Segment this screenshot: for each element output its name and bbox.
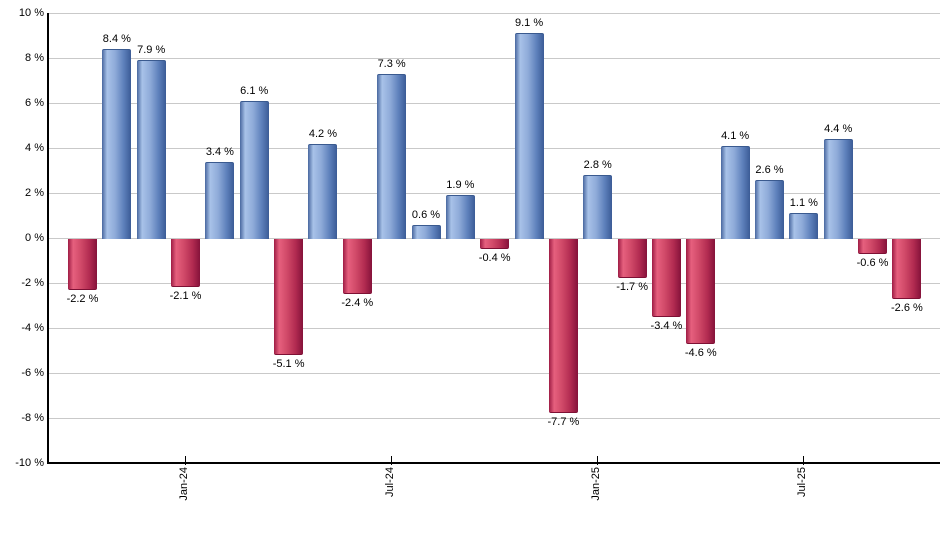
bar-month-2-positive[interactable] (136, 60, 166, 239)
bar-month-15-positive[interactable] (583, 175, 613, 239)
bar-month-8-negative[interactable] (342, 239, 372, 294)
bar-value-label: 3.4 % (205, 145, 234, 158)
gridline-y-2 (49, 193, 940, 194)
bar-value-label: -0.4 % (478, 252, 511, 264)
bar-month-17-negative[interactable] (651, 239, 681, 317)
gridline-y-6 (49, 103, 940, 104)
x-axis-tick (803, 456, 805, 465)
bar-value-label: 7.9 % (137, 44, 166, 57)
bar-month-5-positive[interactable] (239, 100, 269, 239)
bar-month-22-positive[interactable] (823, 139, 853, 239)
bar-month-24-negative[interactable] (892, 239, 922, 299)
gridline-y-4 (49, 148, 940, 149)
x-axis-tick (597, 456, 599, 465)
bar-month-3-negative[interactable] (171, 239, 201, 288)
bar-month-13-positive[interactable] (514, 33, 544, 239)
x-axis-tick-label: Jan-25 (590, 467, 603, 501)
x-axis-tick-label: Jan-24 (178, 467, 191, 501)
y-axis-tick-label: -6 % (21, 367, 44, 379)
bar-value-label: -2.2 % (66, 292, 99, 305)
y-axis-tick-label: 10 % (18, 7, 44, 19)
bar-value-label: 6.1 % (240, 84, 269, 97)
bar-month-16-negative[interactable] (617, 239, 647, 279)
bar-month-0-negative[interactable] (68, 239, 97, 290)
bar-value-label: 8.4 % (102, 33, 131, 45)
y-axis-tick-label: 2 % (25, 187, 44, 199)
y-axis-tick-label: 8 % (25, 52, 44, 64)
y-axis-tick-label: -8 % (21, 412, 44, 424)
y-axis-tick-label: -2 % (21, 277, 44, 289)
gridline-y--6 (49, 373, 940, 374)
gridline-y-8 (49, 58, 940, 59)
bar-value-label: 9.1 % (514, 17, 544, 30)
bar-value-label: 1.1 % (789, 197, 818, 210)
bar-value-label: -4.6 % (684, 346, 717, 359)
bar-month-10-positive[interactable] (411, 224, 441, 239)
bar-month-23-negative[interactable] (858, 239, 888, 254)
bar-value-label: 2.8 % (583, 159, 612, 171)
y-axis-tick-label: 0 % (25, 232, 44, 244)
bar-month-12-negative[interactable] (480, 239, 510, 249)
gridline-y--4 (49, 328, 940, 329)
bar-month-14-negative[interactable] (548, 239, 578, 414)
y-axis-tick-label: -10 % (15, 457, 44, 469)
bar-month-21-positive[interactable] (789, 213, 819, 239)
y-axis-line (47, 13, 49, 464)
y-axis-tick-label: 4 % (25, 142, 44, 154)
bar-month-6-negative[interactable] (274, 239, 304, 355)
bar-month-19-positive[interactable] (720, 145, 750, 239)
bar-month-11-positive[interactable] (445, 195, 475, 239)
bar-value-label: -3.4 % (650, 319, 683, 332)
x-axis-tick-label: Jul-25 (796, 467, 809, 497)
bar-month-20-positive[interactable] (755, 179, 784, 239)
bar-month-7-positive[interactable] (308, 143, 338, 239)
bar-value-label: -1.7 % (616, 281, 648, 294)
bar-month-9-positive[interactable] (377, 73, 407, 239)
bar-month-4-positive[interactable] (205, 161, 235, 239)
bar-value-label: 1.9 % (446, 179, 475, 192)
bar-value-label: -7.7 % (547, 416, 580, 429)
x-axis-tick-label: Jul-24 (384, 467, 397, 497)
x-axis-tick (391, 456, 393, 465)
bar-value-label: 4.2 % (308, 127, 337, 140)
bar-value-label: 4.1 % (721, 129, 750, 142)
bar-value-label: 0.6 % (411, 208, 441, 221)
y-axis-tick-label: 6 % (25, 97, 44, 109)
gridline-y-10 (49, 13, 940, 14)
gridline-y-0 (49, 238, 940, 239)
bar-month-18-negative[interactable] (686, 239, 716, 344)
bar-value-label: -0.6 % (856, 256, 889, 269)
bar-value-label: -2.4 % (341, 297, 374, 309)
bar-value-label: 2.6 % (755, 163, 784, 176)
x-axis-line (47, 462, 940, 464)
plot-area: -2.2 % 8.4 % 7.9 % -2.1 % 3.4 % 6.1 % -5.1 % 4.… (49, 13, 940, 464)
gridline-y--8 (49, 418, 940, 419)
bar-value-label: -5.1 % (272, 357, 305, 370)
bar-value-label: 7.3 % (377, 57, 406, 70)
bar-value-label: 4.4 % (824, 123, 853, 135)
x-axis-tick (185, 456, 187, 465)
bar-value-label: -2.6 % (890, 301, 923, 314)
bar-value-label: -2.1 % (169, 290, 202, 303)
gridline-y--2 (49, 283, 940, 284)
bar-month-1-positive[interactable] (102, 49, 132, 239)
y-axis-tick-label: -4 % (21, 322, 44, 334)
